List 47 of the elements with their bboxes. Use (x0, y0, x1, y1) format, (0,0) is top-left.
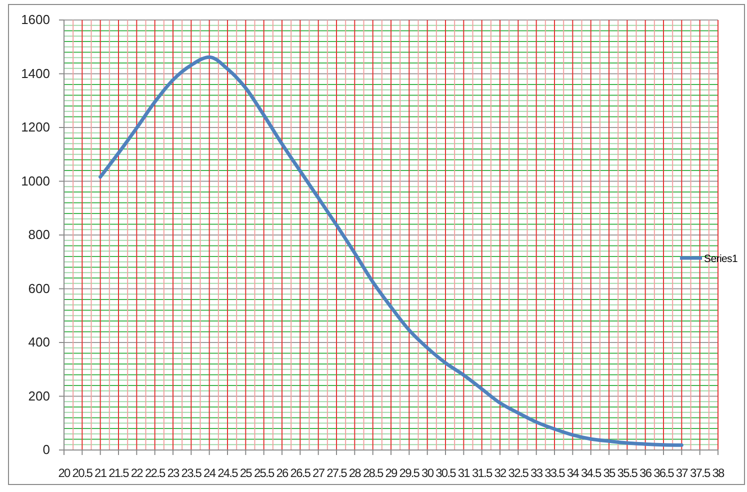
x-tick-label: 24.5 (218, 466, 239, 480)
x-tick-label: 37 (676, 466, 689, 480)
x-tick-label: 29 (385, 466, 398, 480)
x-tick-label: 21.5 (108, 466, 130, 480)
x-tick-label: 20 (58, 466, 71, 480)
x-tick-label: 37.5 (690, 466, 711, 480)
x-tick-label: 27 (312, 466, 326, 480)
x-tick-label: 38 (712, 466, 725, 480)
y-tick-label: 600 (28, 280, 50, 296)
x-tick-label: 26.5 (290, 466, 312, 480)
y-tick-label: 1400 (21, 66, 50, 81)
x-tick-label: 30.5 (436, 466, 457, 480)
x-tick-label: 32 (494, 466, 507, 480)
x-tick-label: 26 (276, 466, 289, 480)
y-tick-label: 0 (42, 442, 50, 458)
x-tick-label: 23.5 (181, 466, 202, 480)
x-tick-label: 28 (348, 466, 362, 480)
x-tick-label: 35 (603, 466, 616, 480)
x-tick-label: 23 (167, 466, 180, 480)
y-tick-label: 1000 (21, 173, 50, 188)
x-tick-label: 27.5 (326, 466, 348, 480)
y-tick-label: 400 (28, 334, 50, 350)
x-tick-label: 20.5 (72, 466, 94, 480)
x-tick-label: 32.5 (508, 466, 530, 480)
x-tick-label: 29.5 (399, 466, 420, 480)
x-tick-label: 28.5 (362, 466, 384, 480)
x-tick-label: 36 (640, 466, 652, 480)
y-tick-label: 1200 (21, 120, 50, 135)
x-tick-label: 25 (240, 466, 253, 480)
x-tick-label: 36.5 (654, 466, 675, 480)
x-tick-label: 33 (530, 466, 544, 480)
x-tick-label: 21 (94, 466, 108, 480)
x-tick-label: 30 (422, 466, 434, 480)
line-series (98, 55, 684, 447)
x-tick-label: 24 (204, 466, 216, 480)
x-tick-label: 34 (566, 466, 580, 480)
x-tick-label: 25.5 (254, 466, 275, 480)
x-tick-label: 33.5 (544, 466, 566, 480)
x-tick-label: 22 (130, 466, 144, 480)
x-tick-label: 35.5 (617, 466, 638, 480)
y-tick-label: 200 (28, 388, 50, 404)
x-tick-label: 31 (458, 466, 471, 480)
x-tick-label: 34.5 (580, 466, 602, 480)
y-tick-label: 800 (28, 227, 50, 242)
y-tick-label: 1600 (21, 12, 50, 28)
x-tick-label: 31.5 (472, 466, 493, 480)
x-tick-label: 22.5 (144, 466, 166, 480)
